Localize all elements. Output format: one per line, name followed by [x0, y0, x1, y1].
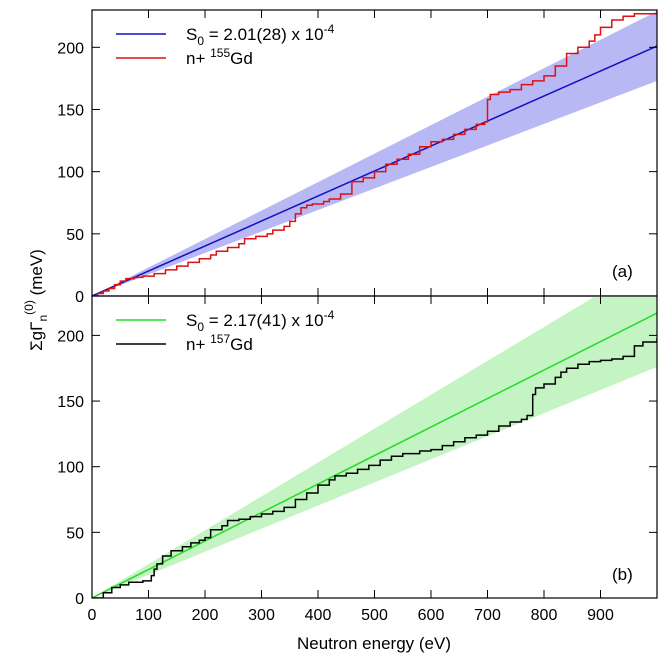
- panel-b: 0 50 100 150 200 0 100 200 300 400 500 600 700 800 90…: [57, 295, 658, 624]
- y-tick-label: 50: [66, 525, 84, 542]
- y-tick-label: 50: [66, 227, 84, 244]
- y-axis-ticks-b: 0 50 100 150 200: [57, 328, 657, 608]
- x-tick-label: 500: [361, 607, 388, 624]
- y-tick-label: 100: [57, 460, 84, 477]
- x-axis-ticks-a: [91, 10, 601, 296]
- y-tick-label: 200: [57, 328, 84, 345]
- panel-a: 0 50 100 150 200 S0 = 2.01(28) x 10-4 n+ 155…: [57, 9, 658, 306]
- fit-uncertainty-band-b: [92, 296, 657, 598]
- x-tick-label: 200: [192, 607, 219, 624]
- x-tick-label: 100: [135, 607, 162, 624]
- y-tick-label: 150: [57, 102, 84, 119]
- series-step-curve-a: [92, 10, 657, 296]
- x-tick-label: 700: [474, 607, 501, 624]
- y-tick-label: 0: [75, 591, 84, 608]
- legend-b: S0 = 2.17(41) x 10-4 n+ 157Gd: [116, 308, 335, 354]
- legend-fit-label-b: S0 = 2.17(41) x 10-4: [186, 308, 335, 334]
- y-tick-label: 200: [57, 40, 84, 57]
- x-axis-title: Neutron energy (eV): [297, 634, 451, 653]
- y-tick-label: 100: [57, 165, 84, 182]
- panel-label-a: (a): [612, 262, 633, 281]
- x-tick-label: 900: [587, 607, 614, 624]
- legend-series-label-b: n+ 157Gd: [186, 332, 253, 354]
- y-axis-title: ΣgΓn(0) (meV): [22, 249, 50, 351]
- legend-fit-label-a: S0 = 2.01(28) x 10-4: [186, 22, 335, 48]
- x-tick-label: 300: [248, 607, 275, 624]
- fit-line-b: [92, 312, 657, 598]
- legend-a: S0 = 2.01(28) x 10-4 n+ 155Gd: [116, 22, 335, 68]
- x-axis-ticks-b: 0 100 200 300 400 500 600 700 800 900: [88, 296, 614, 624]
- x-tick-label: 400: [305, 607, 332, 624]
- x-tick-label: 0: [88, 607, 97, 624]
- series-step-curve-b: [92, 338, 657, 598]
- x-tick-label: 600: [418, 607, 445, 624]
- fit-uncertainty-band-a: [92, 11, 657, 296]
- legend-series-label-a: n+ 155Gd: [186, 46, 253, 68]
- y-tick-label: 0: [75, 289, 84, 306]
- x-tick-label: 800: [531, 607, 558, 624]
- y-tick-label: 150: [57, 394, 84, 411]
- panel-label-b: (b): [612, 565, 633, 584]
